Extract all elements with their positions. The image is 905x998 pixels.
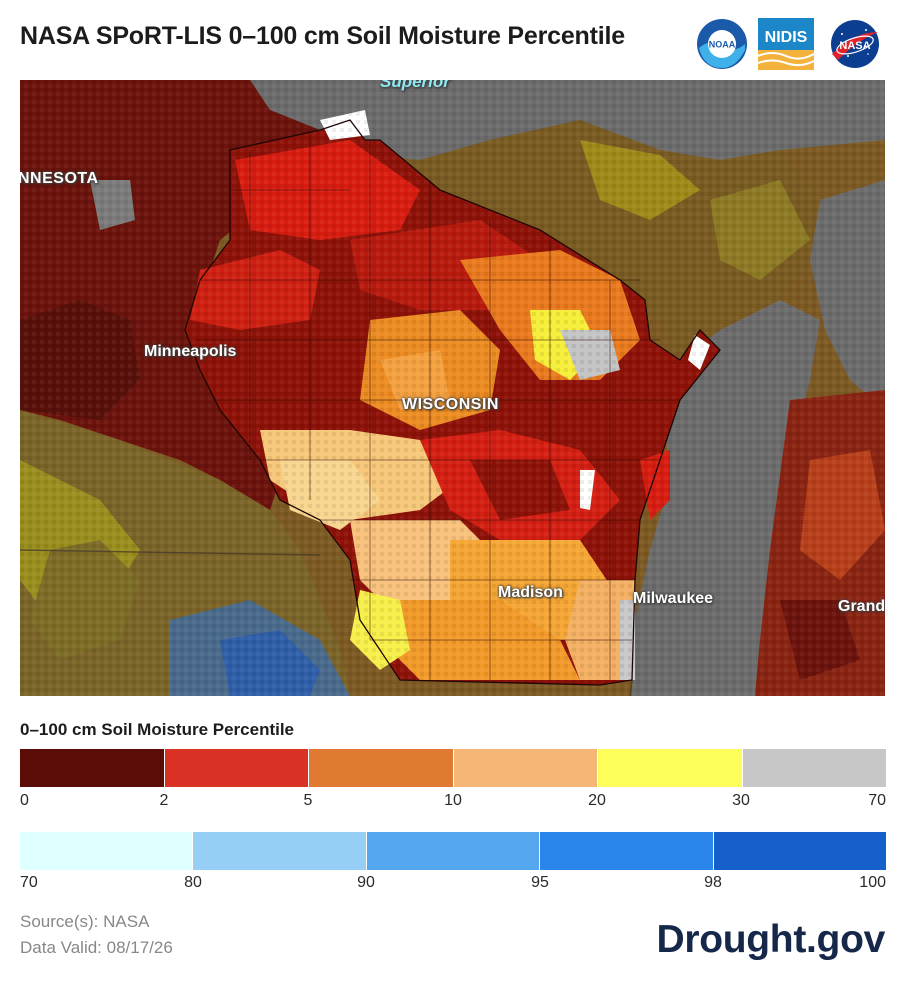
- tick-label: 95: [531, 874, 549, 891]
- lake-superior-label: Superior: [380, 80, 450, 91]
- tick-label: 2: [159, 792, 169, 809]
- legend-swatch-98-100: [713, 832, 887, 870]
- minneapolis-label: Minneapolis: [144, 343, 237, 360]
- legend-swatch-2-5: [164, 749, 309, 787]
- data-valid-text: Data Valid: 08/17/26: [20, 938, 173, 957]
- legend-swatch-10-20: [453, 749, 598, 787]
- tick-label: 90: [357, 874, 375, 891]
- legend-bar-dry: [20, 749, 886, 787]
- legend-ticks-wet: 70 80 90 95 98 100: [20, 874, 886, 894]
- nidis-logo[interactable]: NIDIS: [758, 18, 814, 70]
- tick-label: 70: [868, 792, 886, 809]
- state-boundaries: [20, 549, 633, 696]
- legend-swatch-70-80: [20, 832, 194, 870]
- source-info: Source(s): NASA Data Valid: 08/17/26: [20, 909, 173, 961]
- tick-label: 70: [20, 874, 38, 891]
- tick-label: 10: [444, 792, 462, 809]
- legend-swatch-30-70: [742, 749, 886, 787]
- partner-logos: NOAA NIDIS NASA: [696, 18, 886, 72]
- grand-rapids-label: Grand: [838, 598, 885, 615]
- wisconsin-outline: [184, 119, 721, 686]
- soil-moisture-map[interactable]: Superior NNESOTA Minneapolis WISCONSIN M…: [20, 80, 885, 696]
- milwaukee-label: Milwaukee: [633, 590, 714, 607]
- legend-swatch-80-90: [193, 832, 367, 870]
- noaa-logo[interactable]: NOAA: [696, 18, 748, 70]
- map-canvas: [20, 80, 885, 696]
- legend-swatch-90-95: [366, 832, 541, 870]
- page-title: NASA SPoRT-LIS 0–100 cm Soil Moisture Pe…: [20, 22, 625, 50]
- tick-label: 30: [732, 792, 750, 809]
- minnesota-label: NNESOTA: [20, 170, 99, 187]
- legend-title: 0–100 cm Soil Moisture Percentile: [20, 720, 295, 739]
- svg-text:NASA: NASA: [839, 40, 870, 52]
- source-text: Source(s): NASA: [20, 912, 150, 931]
- tick-label: 20: [588, 792, 606, 809]
- svg-text:NIDIS: NIDIS: [765, 29, 808, 46]
- svg-text:NOAA: NOAA: [709, 40, 736, 50]
- legend-bar-wet: [20, 832, 887, 870]
- county-boundaries: [195, 135, 680, 680]
- madison-label: Madison: [498, 584, 563, 601]
- wisconsin-label: WISCONSIN: [402, 396, 499, 413]
- legend-ticks-dry: 0 2 5 10 20 30 70: [20, 792, 886, 812]
- drought-gov-link[interactable]: Drought.gov: [656, 918, 886, 961]
- tick-label: 80: [184, 874, 202, 891]
- legend-swatch-5-10: [309, 749, 454, 787]
- legend-swatch-20-30: [598, 749, 743, 787]
- tick-label: 0: [20, 792, 29, 809]
- nasa-logo[interactable]: NASA: [828, 18, 882, 70]
- tick-label: 5: [303, 792, 313, 809]
- tick-label: 98: [704, 874, 722, 891]
- tick-label: 100: [859, 874, 886, 891]
- legend-swatch-0-2: [20, 749, 165, 787]
- legend-swatch-95-98: [540, 832, 714, 870]
